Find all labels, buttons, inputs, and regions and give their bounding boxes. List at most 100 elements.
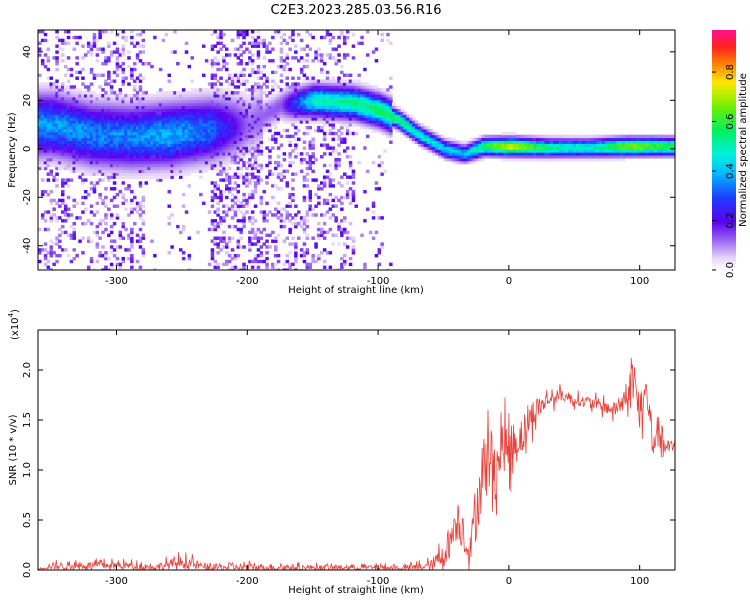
spectrogram-cell (374, 85, 379, 89)
spectrogram-cell (101, 96, 105, 101)
spectrogram-cell (250, 96, 255, 101)
spectrogram-cell (285, 94, 289, 98)
spectrogram-cell (109, 251, 114, 255)
spectrogram-cell (271, 85, 275, 89)
spectrogram-cell (299, 120, 304, 124)
spectrogram-cell (121, 175, 125, 179)
spectrogram-cell (86, 268, 91, 270)
spectrogram-cell (107, 178, 111, 182)
spectrogram-cell (84, 120, 88, 124)
spectrogram-cell (219, 102, 223, 107)
spectrogram-cell (109, 175, 114, 179)
spectrogram-cell (386, 131, 390, 136)
spectrogram-cell (135, 134, 140, 139)
spectrogram-cell (58, 143, 62, 147)
spectrogram-cell (547, 137, 551, 141)
spectrogram-cell (377, 126, 382, 130)
spectrogram-cell (279, 88, 284, 92)
spectrogram-cell (504, 137, 508, 141)
spectrogram-cell (127, 149, 131, 153)
spectrogram-cell (225, 108, 229, 112)
spectrogram-cell (167, 222, 171, 226)
spectrogram-cell (75, 99, 79, 104)
spectrogram-cell (311, 155, 315, 159)
spectrogram-cell (279, 35, 284, 40)
spectrogram-cell (576, 143, 580, 147)
spectrogram-cell (164, 94, 169, 98)
spectrogram-cell (55, 239, 59, 243)
spectrogram-cell (158, 88, 163, 92)
spectrogram-cell (236, 128, 241, 133)
spectrogram-cell (153, 163, 157, 168)
spectrogram-cell (181, 146, 186, 150)
spectrogram-cell (291, 160, 295, 165)
spectrogram-cell (509, 146, 514, 150)
spectrogram-cell (334, 111, 338, 115)
spectrogram-cell (135, 123, 140, 127)
spectrogram-cell (40, 160, 45, 165)
spectrogram-cell (38, 134, 42, 139)
spectrogram-cell (55, 137, 59, 141)
spectrogram-cell (210, 62, 215, 66)
spectrogram-cell (181, 131, 186, 136)
spectrogram-cell (377, 114, 382, 118)
spectrogram-cell (259, 146, 264, 150)
spectrogram-cell (225, 184, 229, 188)
spectrogram-cell (104, 30, 108, 34)
spectrogram-cell (147, 163, 151, 168)
spectrogram-cell (242, 155, 246, 159)
spectrogram-cell (49, 102, 53, 107)
spectrogram-cell (553, 140, 557, 144)
spectrogram-cell (40, 134, 45, 139)
spectrogram-cell (112, 175, 117, 179)
spectrogram-cell (248, 143, 252, 147)
spectrogram-cell (95, 131, 100, 136)
spectrogram-cell (130, 67, 134, 72)
spectrogram-cell (118, 149, 123, 153)
spectrogram-cell (311, 207, 315, 211)
spectrogram-cell (133, 99, 137, 104)
spectrogram-cell (46, 85, 51, 89)
spectrogram-cell (216, 213, 220, 217)
spectrogram-cell (222, 99, 226, 104)
spectrogram-cell (250, 227, 255, 232)
spectrogram-cell (55, 134, 59, 139)
spectrogram-cell (567, 137, 571, 141)
spectrogram-cell (216, 172, 220, 176)
spectrogram-cell (179, 114, 183, 118)
spectrogram-cell (144, 105, 148, 109)
spectrogram-cell (432, 149, 436, 153)
spectrogram-cell (181, 99, 186, 104)
spectrogram-cell (104, 96, 108, 101)
spectrogram-cell (535, 137, 540, 141)
spectrogram-cell (127, 236, 131, 240)
spectrogram-cell (305, 91, 310, 95)
spectrogram-cell (210, 155, 215, 159)
spectrogram-cell (81, 111, 85, 115)
spectrogram-cell (279, 224, 284, 229)
spectrogram-cell (173, 155, 177, 159)
spectrogram-cell (343, 41, 347, 45)
spectrogram-cell (130, 210, 134, 214)
spectrogram-cell (156, 128, 160, 133)
spectrogram-cell (285, 268, 289, 270)
spectrogram-cell (550, 143, 554, 147)
spectrogram-cell (219, 140, 223, 144)
spectrogram-cell (271, 105, 275, 109)
spectrogram-cell (150, 94, 154, 98)
spectrogram-cell (210, 190, 215, 194)
spectrogram-cell (213, 123, 217, 127)
spectrogram-cell (216, 152, 220, 156)
spectrogram-cell (130, 169, 134, 173)
spectrogram-cell (66, 152, 71, 156)
spectrogram-cell (61, 59, 65, 63)
spectrogram-cell (538, 137, 543, 141)
spectrogram-cell (288, 120, 292, 124)
spectrogram-cell (305, 152, 310, 156)
spectrogram-cell (322, 91, 327, 95)
spectrogram-cell (294, 82, 298, 86)
spectrogram-cell (435, 152, 439, 156)
spectrogram-cell (256, 67, 261, 72)
spectrogram-cell (374, 114, 379, 118)
spectrogram-cell (345, 30, 350, 34)
